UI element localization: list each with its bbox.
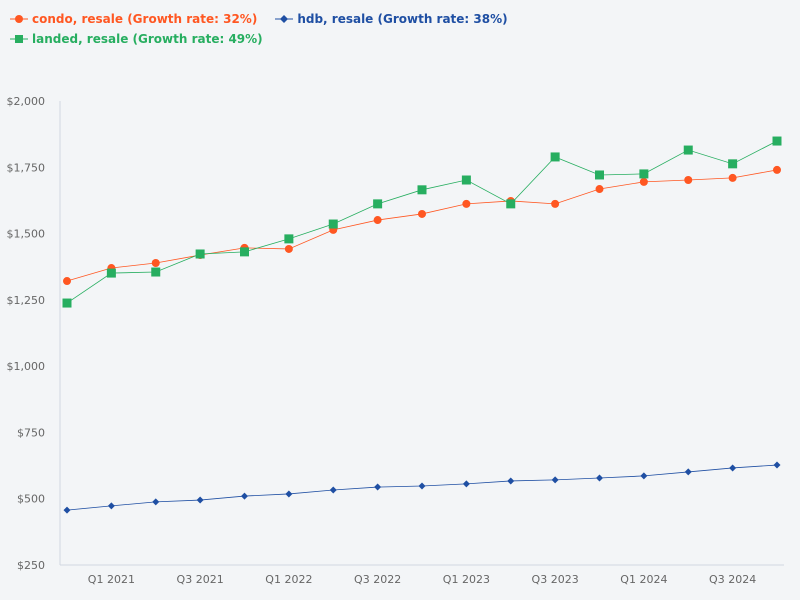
data-point xyxy=(196,496,204,504)
data-point xyxy=(772,136,782,146)
data-point xyxy=(241,492,248,500)
y-tick-label: $1,250 xyxy=(7,294,46,307)
x-tick-label: Q3 2023 xyxy=(532,573,579,586)
data-point xyxy=(63,277,71,286)
x-tick-label: Q1 2024 xyxy=(620,573,667,586)
data-point xyxy=(328,219,338,229)
data-point xyxy=(729,464,737,472)
data-point xyxy=(550,152,560,162)
x-tick-label: Q3 2021 xyxy=(177,573,224,586)
data-point xyxy=(329,486,337,494)
legend-item-landed[interactable]: landed, resale (Growth rate: 49%) xyxy=(10,32,263,46)
data-point xyxy=(462,480,470,488)
data-point xyxy=(151,259,160,268)
y-tick-label: $1,750 xyxy=(7,161,46,174)
legend-label: condo, resale (Growth rate: 32%) xyxy=(32,12,258,26)
data-point xyxy=(152,498,160,506)
data-point xyxy=(284,234,294,244)
data-point xyxy=(639,177,648,186)
legend-item-hdb[interactable]: hdb, resale (Growth rate: 38%) xyxy=(275,12,508,26)
data-point xyxy=(551,199,560,208)
series-line-2 xyxy=(66,140,778,304)
y-tick-label: $1,000 xyxy=(7,360,46,373)
data-point xyxy=(195,249,205,259)
data-point xyxy=(728,173,737,182)
data-point xyxy=(151,267,161,277)
data-point xyxy=(417,185,427,195)
y-tick-label: $250 xyxy=(17,559,45,572)
y-tick-label: $750 xyxy=(17,426,45,439)
data-point xyxy=(551,476,559,484)
data-point xyxy=(63,506,71,514)
x-tick-label: Q1 2022 xyxy=(265,573,312,586)
data-point xyxy=(596,474,603,482)
data-point xyxy=(773,165,781,174)
data-point xyxy=(373,199,383,209)
legend-item-condo[interactable]: condo, resale (Growth rate: 32%) xyxy=(10,12,257,26)
x-tick-label: Q1 2021 xyxy=(88,573,135,586)
diamond-marker-icon xyxy=(275,15,294,23)
data-point xyxy=(418,209,426,218)
y-tick-label: $1,500 xyxy=(7,228,46,241)
data-point xyxy=(106,268,116,278)
data-point xyxy=(418,482,426,490)
data-point xyxy=(107,502,115,510)
y-tick-label: $500 xyxy=(17,493,45,506)
data-point xyxy=(506,199,516,209)
data-point xyxy=(374,483,382,491)
x-tick-label: Q3 2022 xyxy=(354,573,401,586)
legend: condo, resale (Growth rate: 32%) hdb, re… xyxy=(10,9,526,49)
data-point xyxy=(595,170,604,180)
legend-label: landed, resale (Growth rate: 49%) xyxy=(32,32,263,46)
data-point xyxy=(462,199,471,208)
data-point xyxy=(285,490,293,498)
data-point xyxy=(639,169,649,179)
y-tick-label: $2,000 xyxy=(7,95,46,108)
x-tick-label: Q3 2024 xyxy=(709,573,756,586)
data-point xyxy=(684,468,692,476)
data-point xyxy=(640,472,648,480)
data-point xyxy=(684,176,693,185)
data-point xyxy=(773,461,781,469)
data-point xyxy=(728,159,738,169)
data-point xyxy=(461,175,471,185)
data-point xyxy=(284,244,293,253)
circle-marker-icon xyxy=(10,15,28,23)
data-point xyxy=(62,298,72,308)
data-point xyxy=(373,216,382,225)
data-point xyxy=(683,145,693,155)
legend-label: hdb, resale (Growth rate: 38%) xyxy=(297,12,508,26)
data-point xyxy=(595,185,604,194)
data-point xyxy=(507,477,515,485)
x-tick-label: Q1 2023 xyxy=(443,573,490,586)
data-point xyxy=(240,247,249,257)
square-marker-icon xyxy=(10,35,28,43)
